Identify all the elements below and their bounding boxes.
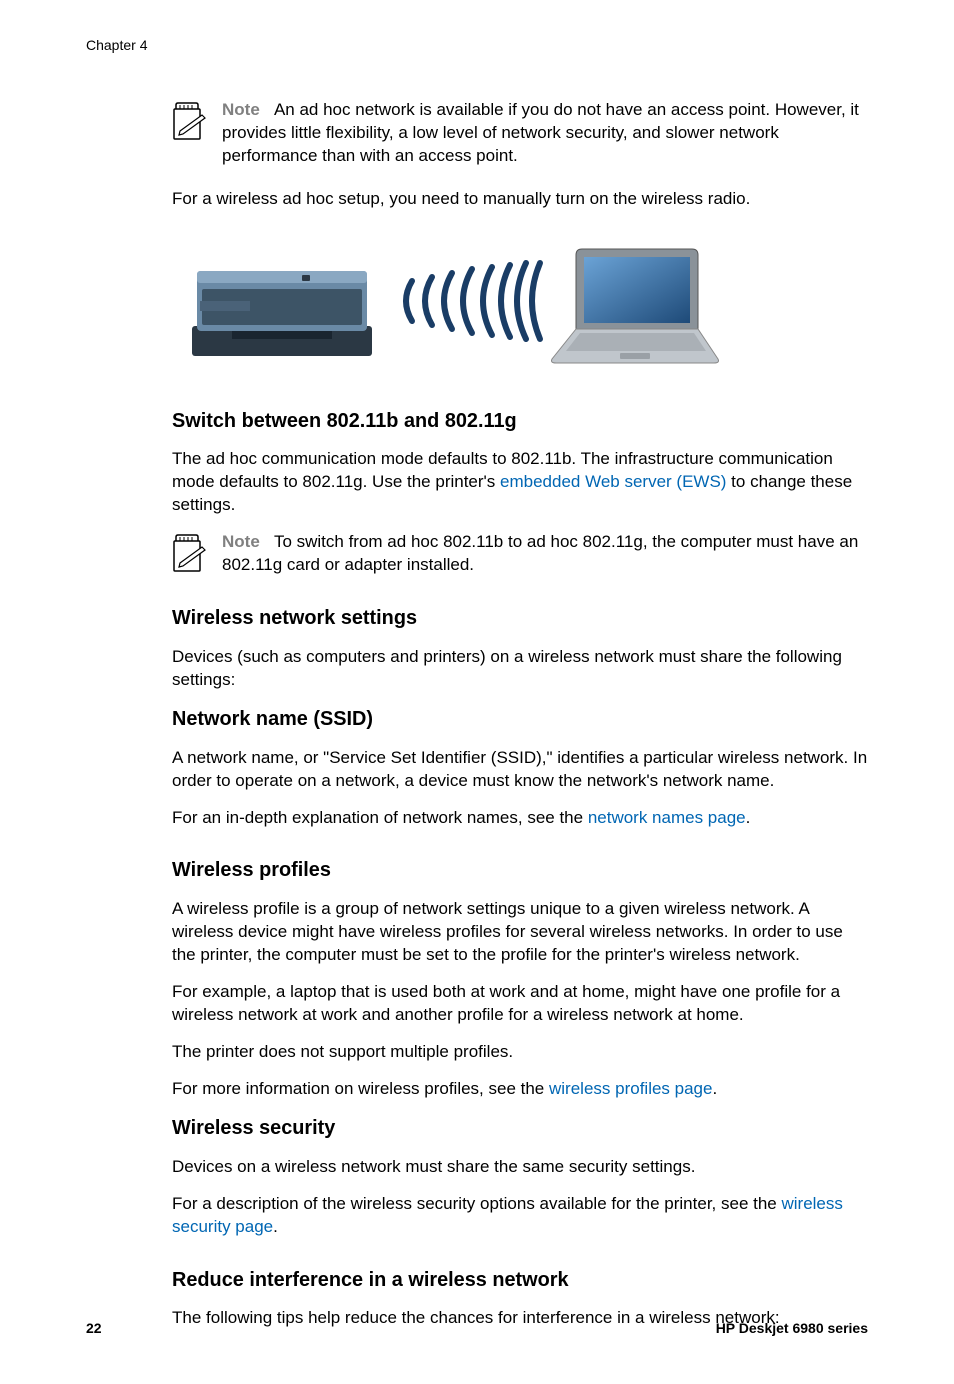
para-ssid-1: A network name, or "Service Set Identifi… bbox=[172, 747, 868, 793]
link-wireless-profiles[interactable]: wireless profiles page bbox=[549, 1079, 712, 1098]
para-ssid-2: For an in-depth explanation of network n… bbox=[172, 807, 868, 830]
heading-wireless-settings: Wireless network settings bbox=[172, 605, 868, 632]
heading-interference: Reduce interference in a wireless networ… bbox=[172, 1267, 868, 1294]
note-text-1: Note An ad hoc network is available if y… bbox=[222, 99, 868, 168]
para-profiles-4-pre: For more information on wireless profile… bbox=[172, 1079, 549, 1098]
para-profiles-1: A wireless profile is a group of network… bbox=[172, 898, 868, 967]
heading-profiles: Wireless profiles bbox=[172, 857, 868, 884]
heading-ssid: Network name (SSID) bbox=[172, 706, 868, 733]
chapter-header: Chapter 4 bbox=[86, 36, 868, 55]
page-footer: 22 HP Deskjet 6980 series bbox=[86, 1319, 868, 1338]
para-profiles-4: For more information on wireless profile… bbox=[172, 1078, 868, 1101]
para-profiles-3: The printer does not support multiple pr… bbox=[172, 1041, 868, 1064]
adhoc-illustration bbox=[172, 231, 868, 378]
link-ews[interactable]: embedded Web server (EWS) bbox=[500, 472, 726, 491]
note-label-1: Note bbox=[222, 100, 260, 119]
para-ssid-2-post: . bbox=[746, 808, 751, 827]
para-wireless-settings: Devices (such as computers and printers)… bbox=[172, 646, 868, 692]
para-switch: The ad hoc communication mode defaults t… bbox=[172, 448, 868, 517]
note-label-2: Note bbox=[222, 532, 260, 551]
note-block-1: Note An ad hoc network is available if y… bbox=[172, 99, 868, 168]
para-security-2-post: . bbox=[273, 1217, 278, 1236]
para-adhoc-setup: For a wireless ad hoc setup, you need to… bbox=[172, 188, 868, 211]
link-network-names[interactable]: network names page bbox=[588, 808, 746, 827]
note-icon bbox=[172, 101, 206, 141]
note-block-2: Note To switch from ad hoc 802.11b to ad… bbox=[172, 531, 868, 577]
para-security-2-pre: For a description of the wireless securi… bbox=[172, 1194, 781, 1213]
para-profiles-4-post: . bbox=[712, 1079, 717, 1098]
heading-security: Wireless security bbox=[172, 1115, 868, 1142]
heading-switch: Switch between 802.11b and 802.11g bbox=[172, 408, 868, 435]
note-body-2: To switch from ad hoc 802.11b to ad hoc … bbox=[222, 532, 858, 574]
wireless-signal-icon bbox=[406, 263, 540, 339]
product-name: HP Deskjet 6980 series bbox=[716, 1319, 868, 1338]
laptop-illustration-icon bbox=[552, 249, 719, 363]
para-security-1: Devices on a wireless network must share… bbox=[172, 1156, 868, 1179]
page-number: 22 bbox=[86, 1319, 102, 1338]
note-text-2: Note To switch from ad hoc 802.11b to ad… bbox=[222, 531, 868, 577]
para-security-2: For a description of the wireless securi… bbox=[172, 1193, 868, 1239]
para-ssid-2-pre: For an in-depth explanation of network n… bbox=[172, 808, 588, 827]
printer-illustration-icon bbox=[192, 271, 372, 356]
note-body-1: An ad hoc network is available if you do… bbox=[222, 100, 859, 165]
para-profiles-2: For example, a laptop that is used both … bbox=[172, 981, 868, 1027]
note-icon bbox=[172, 533, 206, 573]
